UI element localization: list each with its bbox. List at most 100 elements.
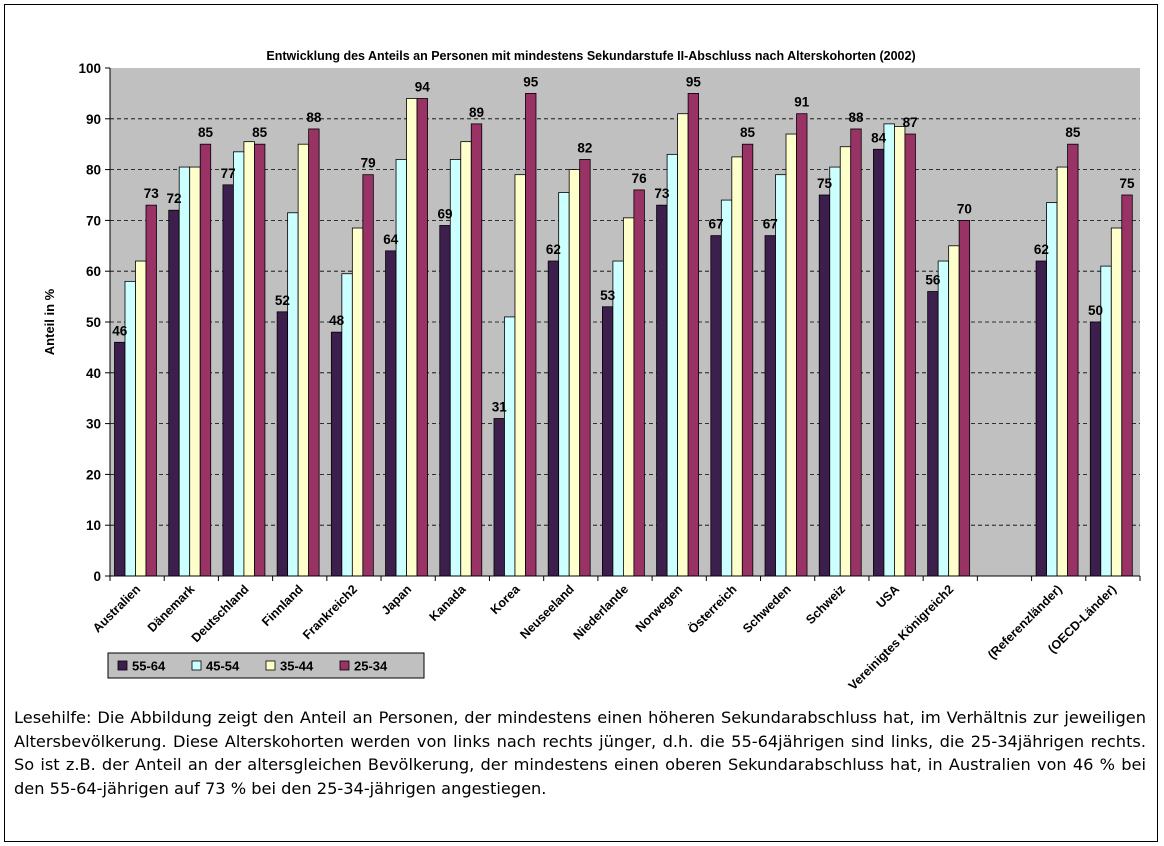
bar [178, 166, 191, 577]
data-label: 94 [415, 79, 431, 94]
x-category-label: Niederlande [571, 582, 632, 643]
data-label: 67 [763, 217, 778, 232]
data-label: 88 [306, 110, 322, 125]
bar [525, 93, 537, 577]
y-tick-label: 10 [86, 518, 101, 533]
data-label: 53 [600, 288, 616, 303]
bar [199, 143, 212, 577]
bar [493, 418, 505, 577]
y-tick-label: 80 [86, 163, 101, 178]
bar [254, 143, 266, 577]
data-label: 95 [686, 74, 702, 89]
x-category-label: Schweden [740, 582, 794, 636]
bar [243, 141, 255, 577]
bar [612, 260, 624, 577]
y-tick-label: 40 [86, 366, 101, 381]
bar [666, 153, 679, 577]
legend-label: 35-44 [280, 659, 314, 674]
legend-label: 45-54 [206, 659, 240, 674]
legend-swatch [117, 660, 128, 671]
bar [1121, 194, 1133, 577]
bar [937, 260, 950, 577]
data-label: 89 [469, 105, 484, 120]
y-tick-label: 90 [86, 112, 101, 127]
bar [470, 123, 483, 577]
bar [904, 133, 916, 577]
bar-chart: Entwicklung des Anteils an Personen mit … [42, 49, 1141, 693]
bar [233, 151, 245, 577]
data-label: 69 [437, 206, 452, 221]
y-tick-label: 0 [93, 569, 101, 584]
data-label: 95 [523, 74, 539, 89]
x-category-label: USA [874, 582, 903, 611]
data-label: 77 [221, 166, 236, 181]
x-category-label: Neuseeland [517, 582, 577, 642]
bar [145, 204, 157, 577]
x-category-label: Vereinigtes Königreich2 [846, 582, 957, 693]
bar [114, 341, 126, 577]
bar [568, 169, 581, 577]
data-label: 75 [817, 176, 833, 191]
bar [351, 227, 364, 577]
bar [1089, 321, 1102, 577]
data-label: 70 [957, 201, 972, 216]
data-label: 85 [252, 125, 268, 140]
bar [1067, 143, 1079, 577]
bar [720, 199, 733, 577]
x-category-label: Japan [379, 582, 414, 617]
x-category-label: Dänemark [145, 582, 198, 635]
bar [1046, 202, 1058, 577]
data-label: 84 [871, 130, 887, 145]
data-label: 82 [577, 140, 592, 155]
bar [1035, 260, 1047, 577]
data-label: 91 [794, 95, 810, 110]
y-tick-label: 100 [78, 61, 101, 76]
bar [883, 123, 895, 577]
bar [406, 98, 418, 577]
data-label: 76 [632, 171, 648, 186]
bar [829, 166, 841, 577]
bar [687, 93, 700, 577]
y-axis-label: Anteil in % [42, 288, 57, 355]
bar [948, 245, 960, 577]
bar [579, 159, 591, 577]
legend: 55-64 45-54 35-44 25-34 [107, 652, 425, 679]
bar [656, 204, 668, 577]
bar [839, 146, 852, 577]
y-tick-label: 60 [86, 264, 101, 279]
x-category-label: Finnland [259, 582, 306, 629]
bar [710, 235, 722, 577]
bar [764, 235, 776, 577]
legend-label: 25-34 [354, 659, 388, 674]
bar [785, 133, 797, 577]
bar [731, 156, 743, 577]
bar [741, 143, 754, 577]
bar [818, 194, 831, 577]
data-label: 46 [112, 323, 128, 338]
bars-group [114, 93, 1133, 577]
bar [460, 141, 472, 577]
x-category-label: Schweiz [803, 582, 848, 627]
data-label: 85 [740, 125, 756, 140]
bar [189, 166, 201, 577]
bar [894, 126, 906, 577]
data-label: 48 [329, 313, 345, 328]
x-category-label: Deutschland [189, 582, 252, 645]
chart-title: Entwicklung des Anteils an Personen mit … [266, 49, 915, 63]
bar [362, 174, 374, 577]
bar [958, 219, 971, 577]
bar [601, 306, 614, 577]
bar [395, 159, 407, 577]
bar [308, 128, 320, 577]
data-label: 75 [1120, 176, 1136, 191]
data-label: 56 [925, 273, 941, 288]
bar [1056, 166, 1068, 577]
data-label: 73 [144, 186, 160, 201]
data-label: 64 [383, 232, 399, 247]
bar [287, 212, 299, 577]
legend-swatch [339, 660, 350, 671]
x-category-label: Frankreich2 [300, 582, 360, 642]
bar [677, 113, 689, 577]
data-label: 50 [1088, 303, 1103, 318]
x-category-label: Australien [90, 582, 143, 635]
